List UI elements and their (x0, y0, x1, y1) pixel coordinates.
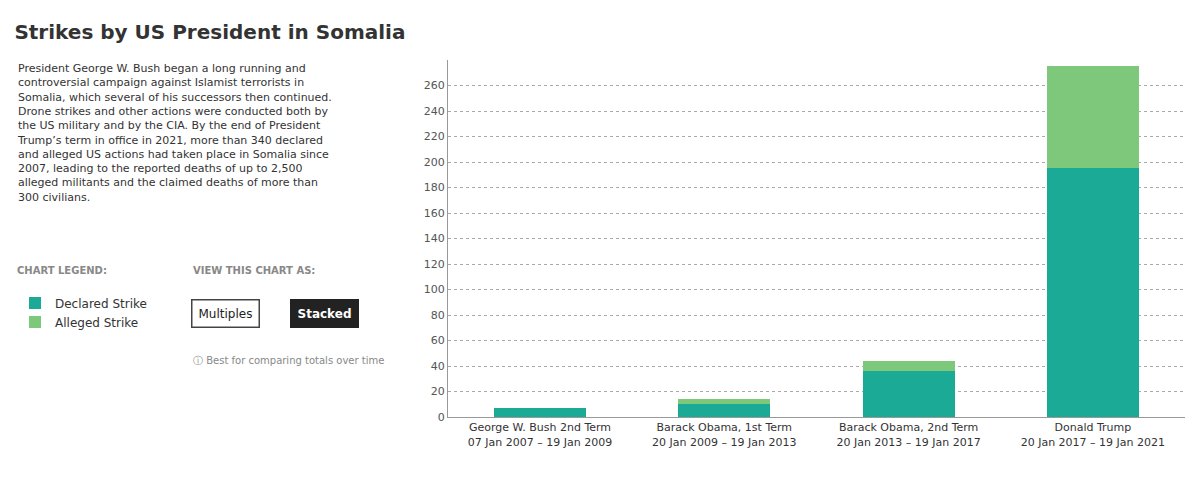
svg-text:80: 80 (431, 309, 445, 322)
svg-text:180: 180 (424, 181, 445, 194)
svg-text:160: 160 (424, 207, 445, 220)
svg-text:120: 120 (424, 258, 445, 271)
svg-text:Strikes by US President in Som: Strikes by US President in Somalia (14, 20, 405, 44)
svg-text:Stacked: Stacked (298, 307, 352, 321)
svg-text:George W. Bush 2nd Term07 Jan: George W. Bush 2nd Term07 Jan 2007 – 19 … (468, 421, 612, 448)
svg-text:140: 140 (424, 232, 445, 245)
svg-text:Barack Obama, 2nd Term20 Jan 2: Barack Obama, 2nd Term20 Jan 2013 – 19 J… (836, 421, 980, 448)
svg-text:100: 100 (424, 283, 445, 296)
svg-text:240: 240 (424, 105, 445, 118)
svg-text:Barack Obama, 1st Term20 Jan 2: Barack Obama, 1st Term20 Jan 2009 – 19 J… (652, 421, 796, 448)
svg-text:Donald Trump20 Jan 2017 – 19 J: Donald Trump20 Jan 2017 – 19 Jan 2021 (1021, 421, 1165, 448)
svg-text:20: 20 (431, 385, 445, 398)
svg-text:Declared Strike: Declared Strike (55, 297, 147, 311)
svg-text:ⓘ Best for comparing totals ov: ⓘ Best for comparing totals over time (193, 355, 384, 366)
svg-text:CHART LEGEND:: CHART LEGEND: (17, 265, 107, 276)
svg-text:President George W. Bush began: President George W. Bush began a long ru… (17, 62, 332, 204)
svg-text:220: 220 (424, 130, 445, 143)
svg-text:200: 200 (424, 156, 445, 169)
svg-text:260: 260 (424, 79, 445, 92)
svg-text:40: 40 (431, 360, 445, 373)
svg-text:60: 60 (431, 334, 445, 347)
svg-text:Multiples: Multiples (199, 307, 253, 321)
svg-text:Alleged Strike: Alleged Strike (55, 316, 138, 330)
svg-text:0: 0 (438, 411, 445, 424)
svg-text:VIEW THIS CHART AS:: VIEW THIS CHART AS: (193, 265, 315, 276)
